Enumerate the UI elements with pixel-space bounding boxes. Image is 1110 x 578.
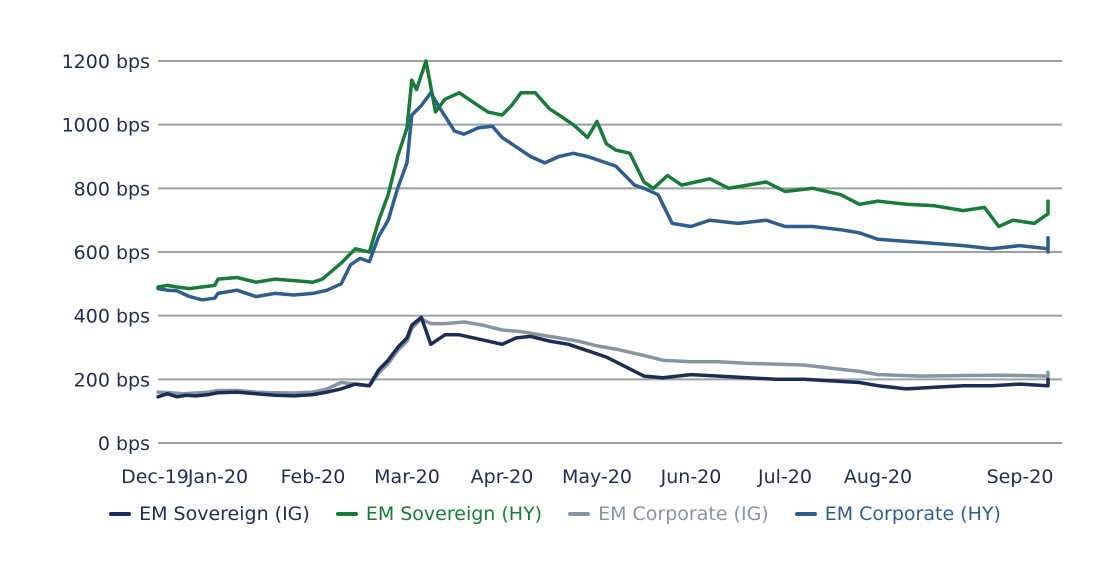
x-tick-label: May-20 (562, 466, 632, 488)
legend: EM Sovereign (IG) EM Sovereign (HY) EM C… (0, 503, 1110, 525)
legend-swatch-em-sovereign-hy (335, 512, 358, 516)
x-tick-label: Feb-20 (281, 466, 346, 488)
x-tick-label: Sep-20 (987, 466, 1054, 488)
y-tick-label: 0 bps (98, 433, 150, 455)
legend-item-em-corporate-hy[interactable]: EM Corporate (HY) (794, 503, 1001, 525)
legend-label: EM Sovereign (IG) (139, 503, 310, 525)
series-lines (156, 59, 1050, 399)
y-tick-label: 800 bps (74, 178, 150, 200)
legend-swatch-em-sovereign-ig (109, 512, 132, 516)
y-tick-label: 1200 bps (62, 51, 150, 73)
y-axis-tick-labels: 0 bps 200 bps 400 bps 600 bps 800 bps 1000 bp… (62, 51, 150, 455)
legend-item-em-sovereign-hy[interactable]: EM Sovereign (HY) (335, 503, 543, 525)
gridlines (158, 60, 1062, 444)
legend-label: EM Sovereign (HY) (365, 503, 543, 525)
legend-label: EM Corporate (HY) (824, 503, 1001, 525)
y-tick-label: 1000 bps (62, 115, 150, 137)
x-tick-label: Aug-20 (844, 466, 912, 488)
series-line-em-sovereign-ig (156, 315, 1050, 399)
legend-item-em-corporate-ig[interactable]: EM Corporate (IG) (568, 503, 769, 525)
line-chart: 0 bps 200 bps 400 bps 600 bps 800 bps 1000 bp… (62, 51, 1062, 488)
series-line-em-corporate-hy (156, 91, 1050, 302)
legend-swatch-em-corporate-ig (568, 512, 591, 516)
legend-label: EM Corporate (IG) (598, 503, 769, 525)
x-tick-label: Jun-20 (660, 466, 722, 488)
legend-item-em-sovereign-ig[interactable]: EM Sovereign (IG) (109, 503, 310, 525)
x-tick-label: Jan-20 (187, 466, 248, 488)
x-tick-label: Dec-19 (121, 466, 189, 488)
y-tick-label: 600 bps (74, 242, 150, 264)
y-tick-label: 400 bps (74, 306, 150, 328)
series-line-em-sovereign-hy (156, 59, 1050, 291)
series-line-em-corporate-ig (156, 317, 1050, 396)
x-tick-label: Apr-20 (471, 466, 534, 488)
x-tick-label: Jul-20 (757, 466, 812, 488)
x-tick-label: Mar-20 (374, 466, 440, 488)
y-tick-label: 200 bps (74, 369, 150, 391)
legend-swatch-em-corporate-hy (794, 512, 817, 516)
